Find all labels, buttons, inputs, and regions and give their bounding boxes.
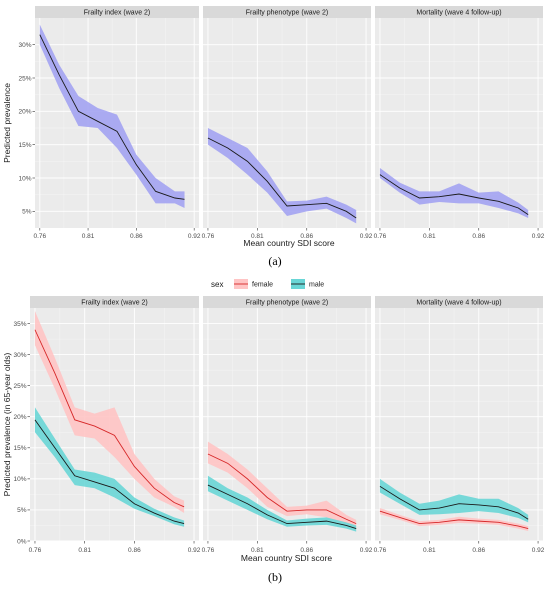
y-tick-label: 15% <box>18 142 31 149</box>
series-line-female <box>379 510 529 530</box>
x-tick-label: 0.76 <box>374 233 387 240</box>
panel-label-a: (a) <box>268 254 281 268</box>
y-axis-title: Predicted prevalence (in 65-year olds) <box>2 353 12 497</box>
x-tick-label: 0.81 <box>423 233 436 240</box>
confidence-ribbon-female <box>207 441 357 527</box>
y-tick-label: 0% <box>17 538 27 545</box>
legend: sex female male <box>211 279 324 289</box>
x-tick-label: 0.86 <box>472 547 485 554</box>
x-tick-label: 0.76 <box>29 547 42 554</box>
confidence-ribbon-female <box>34 311 185 514</box>
x-tick-label: 0.92 <box>188 547 201 554</box>
y-tick-label: 35% <box>13 321 26 328</box>
facet-b-1: Frailty index (wave 2) 0.76 0.81 0.86 0.92 0%… <box>13 296 201 554</box>
facet-a-1: Frailty index (wave 2) 0.76 0.81 0.86 0.92 5%… <box>18 6 201 240</box>
facet-strip <box>35 6 199 18</box>
series-line-female <box>34 329 185 508</box>
x-tick-label: 0.76 <box>374 547 387 554</box>
x-tick-label: 0.86 <box>472 233 485 240</box>
chart-b: Frailty index (wave 2) 0.76 0.81 0.86 0.92 0%… <box>2 279 545 584</box>
facet-a-3: Mortality (wave 4 follow-up) 0.76 0.81 0.86… <box>374 6 545 240</box>
x-tick-label: 0.81 <box>423 547 436 554</box>
series-line-male <box>207 484 357 529</box>
x-tick-label: 0.86 <box>130 233 143 240</box>
y-tick-label: 10% <box>18 175 31 182</box>
confidence-ribbon <box>379 168 529 218</box>
facet-b-2: Frailty phenotype (wave 2) 0.76 0.81 0.86 0.… <box>202 296 373 554</box>
x-tick-label: 0.92 <box>360 547 373 554</box>
facet-strip <box>375 296 543 308</box>
x-tick-label: 0.81 <box>251 547 264 554</box>
y-tick-label: 20% <box>13 414 26 421</box>
x-tick-label: 0.76 <box>202 233 215 240</box>
facet-strip <box>30 296 199 308</box>
facet-title: Mortality (wave 4 follow-up) <box>416 300 501 307</box>
x-tick-label: 0.92 <box>532 547 545 554</box>
x-tick-label: 0.92 <box>188 233 201 240</box>
y-tick-label: 25% <box>13 383 26 390</box>
y-tick-label: 5% <box>22 209 32 216</box>
y-tick-label: 30% <box>13 352 26 359</box>
facet-title: Mortality (wave 4 follow-up) <box>416 10 501 17</box>
x-tick-label: 0.86 <box>128 547 141 554</box>
series-line <box>379 174 529 216</box>
facet-title: Frailty index (wave 2) <box>81 300 148 307</box>
facet-a-2: Frailty phenotype (wave 2) 0.76 0.81 0.86 0.… <box>202 6 373 240</box>
series-line-male <box>379 485 529 520</box>
y-tick-label: 5% <box>17 507 27 514</box>
facet-strip <box>203 6 371 18</box>
y-tick-label: 25% <box>18 75 31 82</box>
facet-strip <box>203 296 371 308</box>
facet-title: Frailty index (wave 2) <box>84 10 151 17</box>
facet-title: Frailty phenotype (wave 2) <box>246 300 328 307</box>
series-line-male <box>34 419 185 525</box>
legend-title: sex <box>211 280 223 289</box>
facet-title: Frailty phenotype (wave 2) <box>246 10 328 17</box>
chart-a: Frailty index (wave 2) 0.76 0.81 0.86 0.92 5%… <box>2 6 545 268</box>
series-line <box>39 34 185 200</box>
confidence-ribbon-male <box>34 407 185 527</box>
x-tick-label: 0.86 <box>300 547 313 554</box>
x-tick-label: 0.76 <box>33 233 46 240</box>
series-line <box>207 137 357 219</box>
x-tick-label: 0.92 <box>532 233 545 240</box>
series-line-female <box>207 453 357 525</box>
plot-panel <box>203 18 371 228</box>
confidence-ribbon <box>207 128 357 224</box>
confidence-ribbon-male <box>207 475 357 532</box>
x-axis-title: Mean country SDI score <box>241 553 332 563</box>
x-tick-label: 0.76 <box>202 547 215 554</box>
y-tick-label: 30% <box>18 42 31 49</box>
y-tick-label: 20% <box>18 109 31 116</box>
y-tick-label: 10% <box>13 476 26 483</box>
panel-label-b: (b) <box>268 570 282 584</box>
confidence-ribbon <box>39 24 185 209</box>
x-axis-title: Mean country SDI score <box>243 238 334 248</box>
x-tick-label: 0.81 <box>82 233 95 240</box>
y-axis-title: Predicted prevalence <box>2 83 12 163</box>
facet-strip <box>375 6 543 18</box>
x-tick-label: 0.81 <box>78 547 91 554</box>
x-tick-label: 0.92 <box>360 233 373 240</box>
x-tick-label: 0.86 <box>300 233 313 240</box>
legend-label-male: male <box>309 282 324 289</box>
plot-panel <box>203 308 371 541</box>
y-tick-label: 15% <box>13 445 26 452</box>
facet-b-3: Mortality (wave 4 follow-up) 0.76 0.81 0.86… <box>374 296 545 554</box>
confidence-ribbon-female <box>379 508 529 532</box>
confidence-ribbon-male <box>379 478 529 523</box>
legend-label-female: female <box>252 282 273 289</box>
x-tick-label: 0.81 <box>251 233 264 240</box>
